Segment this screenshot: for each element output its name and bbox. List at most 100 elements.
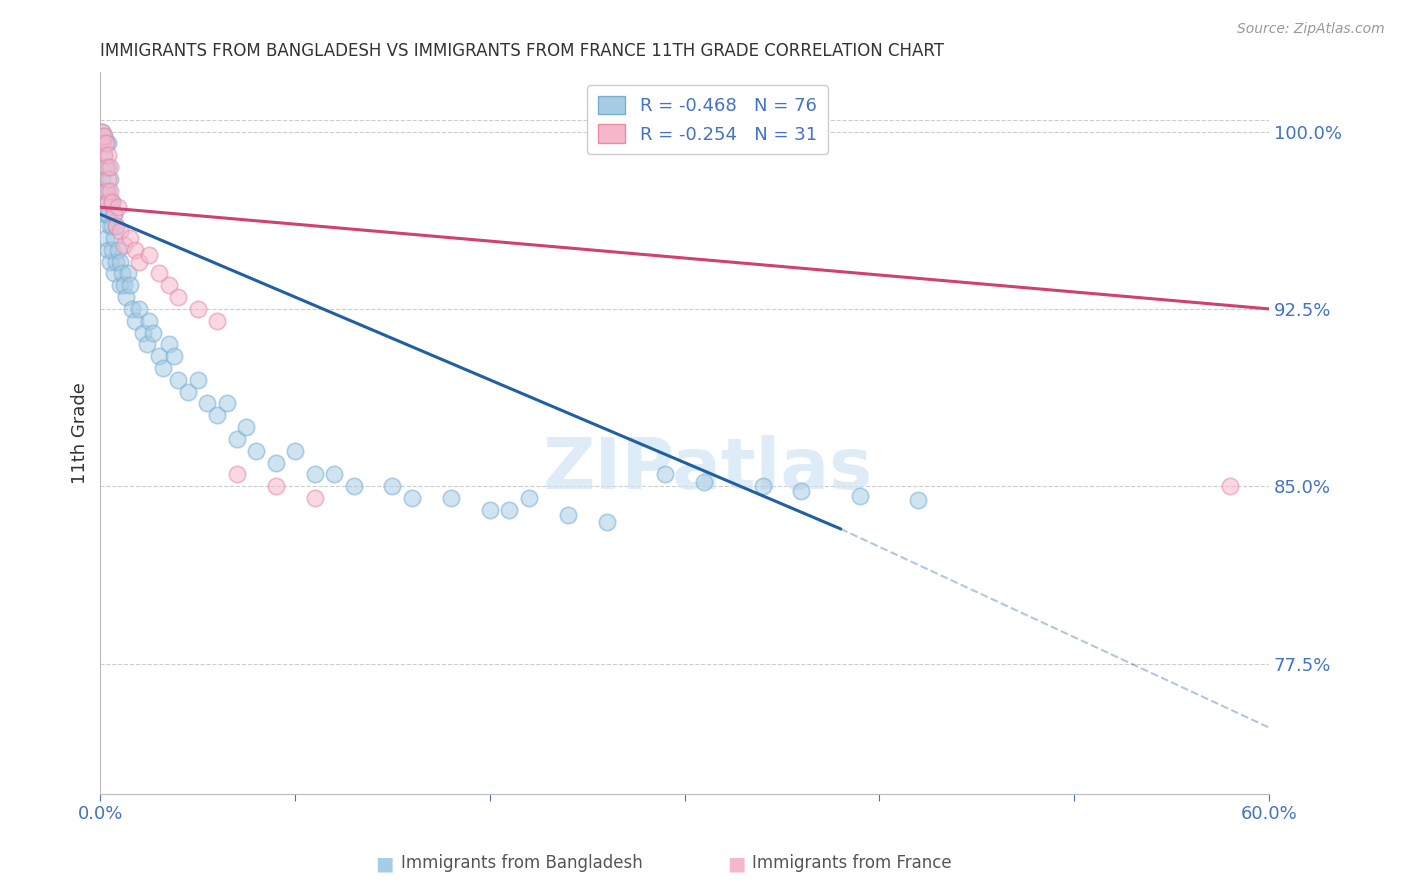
Point	[557, 508, 579, 522]
Point	[93, 148, 115, 162]
Point	[98, 184, 121, 198]
Legend: R = -0.468   N = 76, R = -0.254   N = 31: R = -0.468 N = 76, R = -0.254 N = 31	[588, 85, 828, 154]
Y-axis label: 11th Grade: 11th Grade	[72, 382, 89, 484]
Text: IMMIGRANTS FROM BANGLADESH VS IMMIGRANTS FROM FRANCE 11TH GRADE CORRELATION CHAR: IMMIGRANTS FROM BANGLADESH VS IMMIGRANTS…	[100, 42, 945, 60]
Point	[104, 219, 127, 234]
Point	[381, 479, 404, 493]
Point	[751, 479, 773, 493]
Point	[148, 267, 170, 281]
Point	[264, 479, 287, 493]
Point	[108, 278, 131, 293]
Point	[107, 200, 129, 214]
Point	[104, 254, 127, 268]
Point	[167, 373, 190, 387]
Point	[101, 195, 124, 210]
Text: ■: ■	[727, 854, 745, 873]
Point	[96, 160, 118, 174]
Point	[157, 337, 180, 351]
Point	[596, 515, 619, 529]
Point	[96, 184, 118, 198]
Point	[98, 195, 121, 210]
Point	[148, 349, 170, 363]
Point	[693, 475, 716, 489]
Point	[98, 219, 121, 234]
Point	[93, 207, 115, 221]
Point	[117, 267, 139, 281]
Point	[93, 148, 115, 162]
Point	[284, 443, 307, 458]
Point	[104, 219, 127, 234]
Point	[101, 195, 124, 210]
Point	[97, 136, 120, 151]
Point	[91, 124, 114, 138]
Point	[323, 467, 346, 482]
Point	[163, 349, 186, 363]
Point	[167, 290, 190, 304]
Point	[96, 160, 118, 174]
Point	[96, 184, 118, 198]
Point	[112, 238, 135, 252]
Point	[304, 491, 326, 505]
Point	[187, 301, 209, 316]
Point	[1219, 479, 1241, 493]
Point	[187, 373, 209, 387]
Text: ■: ■	[375, 854, 394, 873]
Point	[98, 171, 121, 186]
Point	[132, 326, 155, 340]
Point	[93, 129, 115, 144]
Point	[790, 483, 813, 498]
Text: Immigrants from Bangladesh: Immigrants from Bangladesh	[401, 855, 643, 872]
Point	[304, 467, 326, 482]
Point	[152, 361, 174, 376]
Point	[177, 384, 200, 399]
Point	[136, 337, 159, 351]
Point	[91, 171, 114, 186]
Point	[849, 489, 872, 503]
Point	[97, 243, 120, 257]
Point	[107, 243, 129, 257]
Point	[401, 491, 423, 505]
Point	[118, 278, 141, 293]
Point	[225, 432, 247, 446]
Point	[225, 467, 247, 482]
Point	[342, 479, 364, 493]
Point	[478, 503, 501, 517]
Point	[98, 160, 121, 174]
Point	[97, 207, 120, 221]
Point	[96, 207, 118, 221]
Point	[197, 396, 219, 410]
Point	[157, 278, 180, 293]
Point	[245, 443, 267, 458]
Point	[124, 243, 146, 257]
Point	[128, 301, 150, 316]
Point	[121, 301, 143, 316]
Point	[108, 224, 131, 238]
Point	[654, 467, 676, 482]
Point	[440, 491, 463, 505]
Point	[114, 290, 136, 304]
Point	[215, 396, 238, 410]
Text: Immigrants from France: Immigrants from France	[752, 855, 952, 872]
Point	[205, 314, 228, 328]
Point	[907, 493, 929, 508]
Point	[101, 219, 124, 234]
Point	[111, 267, 134, 281]
Point	[103, 207, 125, 221]
Point	[138, 247, 160, 261]
Point	[98, 254, 121, 268]
Point	[112, 278, 135, 293]
Point	[142, 326, 165, 340]
Point	[97, 184, 120, 198]
Point	[108, 254, 131, 268]
Point	[124, 314, 146, 328]
Point	[498, 503, 520, 517]
Point	[96, 136, 118, 151]
Point	[96, 231, 118, 245]
Text: ZIPatlas: ZIPatlas	[543, 434, 873, 504]
Point	[138, 314, 160, 328]
Text: Source: ZipAtlas.com: Source: ZipAtlas.com	[1237, 22, 1385, 37]
Point	[97, 171, 120, 186]
Point	[235, 420, 257, 434]
Point	[264, 456, 287, 470]
Point	[91, 136, 114, 151]
